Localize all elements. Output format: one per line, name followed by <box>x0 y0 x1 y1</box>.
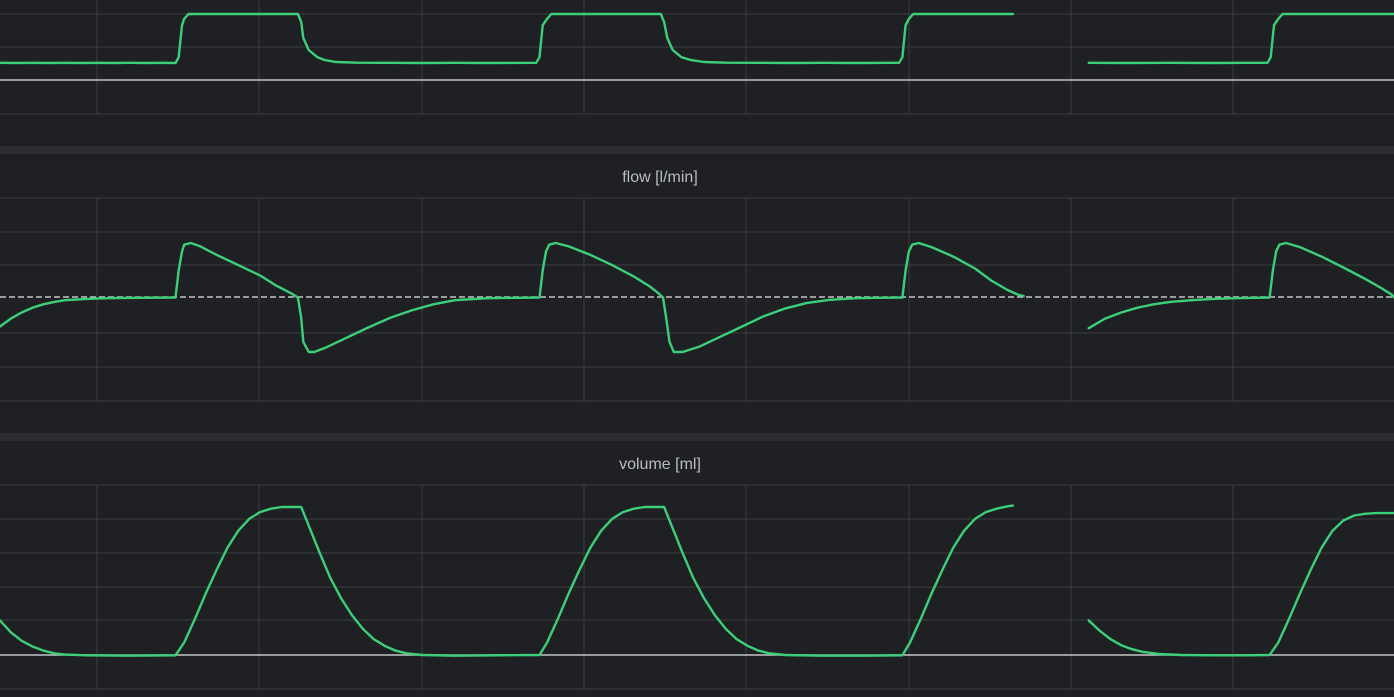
pressure-chart <box>0 0 1394 115</box>
flow-chart <box>0 197 1394 402</box>
flow-chart-title: flow [l/min] <box>622 169 698 186</box>
volume-chart <box>0 484 1394 690</box>
pressure-trace-segment-1 <box>0 12 1015 65</box>
flow-trace-segment-2 <box>1087 241 1394 330</box>
flow-trace-segment-1 <box>0 241 1025 354</box>
panel-separator-2 <box>0 433 1394 441</box>
volume-trace-segment-1 <box>0 504 1015 657</box>
panel-separator-1 <box>0 146 1394 154</box>
volume-chart-title: volume [ml] <box>619 456 701 473</box>
volume-trace-segment-2 <box>1087 511 1394 657</box>
pressure-trace-segment-2 <box>1087 12 1394 65</box>
